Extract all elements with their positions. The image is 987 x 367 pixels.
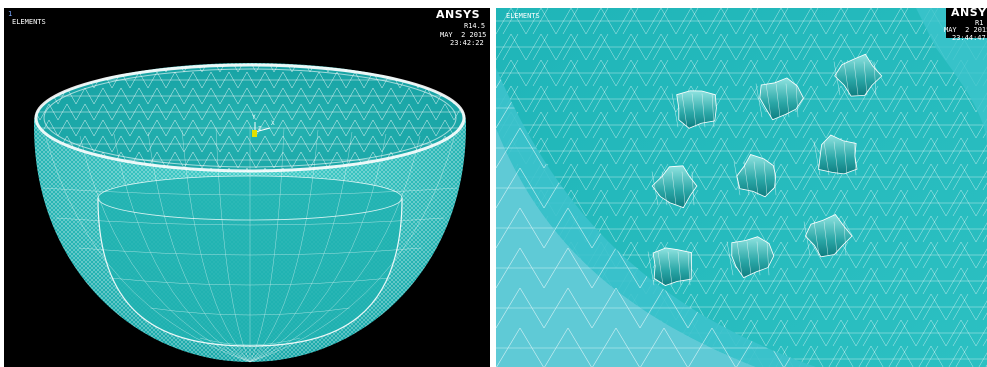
ansys-logo: ANSYS [436, 8, 481, 21]
viewport-zoomed-holes[interactable]: ELEMENTS ANSYS R1 MAY 2 2015 23:44:47 [496, 8, 987, 367]
plot-title: ELEMENTS [506, 12, 540, 20]
date-label: MAY 2 2015 [440, 31, 487, 39]
version-label: R14.5 [464, 22, 486, 30]
axis-x-label: X [271, 120, 275, 127]
hole [803, 213, 853, 258]
axis-z-label: Z [258, 126, 262, 132]
viewport-hemisphere[interactable]: 1 ELEMENTS ANSYS R14.5 MAY 2 2015 23:42:… [4, 8, 490, 367]
window-number: 1 [8, 10, 13, 18]
hole [726, 236, 775, 279]
hemisphere-mesh [34, 63, 466, 363]
logo-backdrop [946, 8, 987, 38]
zoomed-mesh [496, 8, 987, 367]
hole [813, 134, 858, 176]
axis-triad [252, 122, 271, 137]
hole [833, 53, 883, 97]
time-label: 23:42:22 [450, 39, 484, 47]
hole-array [647, 53, 883, 286]
hole [671, 90, 717, 129]
axis-y-label: Y [252, 114, 256, 121]
hole [733, 154, 777, 198]
version-label: R1 [975, 19, 984, 27]
ansys-logo: ANSYS [951, 8, 987, 19]
hole [647, 247, 692, 286]
hole [755, 77, 804, 121]
date-label: MAY 2 2015 [944, 26, 987, 34]
time-label: 23:44:47 [952, 34, 986, 42]
plot-title: ELEMENTS [12, 18, 46, 26]
hole [651, 165, 698, 209]
